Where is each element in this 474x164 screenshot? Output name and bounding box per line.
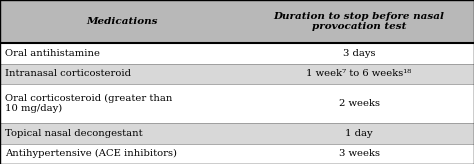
Text: Antihypertensive (ACE inhibitors): Antihypertensive (ACE inhibitors)	[5, 149, 177, 158]
Bar	[0, 123, 474, 144]
Text: Duration to stop before nasal
provocation test: Duration to stop before nasal provocatio…	[273, 12, 445, 31]
Text: 1 day: 1 day	[345, 129, 373, 138]
Text: Oral antihistamine: Oral antihistamine	[5, 49, 100, 58]
Text: Intranasal corticosteroid: Intranasal corticosteroid	[5, 69, 131, 78]
Bar	[0, 84, 474, 123]
Text: Topical nasal decongestant: Topical nasal decongestant	[5, 129, 142, 138]
Bar	[0, 63, 474, 84]
Bar	[0, 144, 474, 164]
Bar	[0, 0, 474, 43]
Text: 1 week⁷ to 6 weeks¹⁸: 1 week⁷ to 6 weeks¹⁸	[306, 69, 412, 78]
Text: Medications: Medications	[86, 17, 158, 26]
Text: 3 days: 3 days	[343, 49, 375, 58]
Text: 2 weeks: 2 weeks	[338, 99, 380, 108]
Text: 3 weeks: 3 weeks	[338, 149, 380, 158]
Bar	[0, 43, 474, 63]
Text: Oral corticosteroid (greater than
10 mg/day): Oral corticosteroid (greater than 10 mg/…	[5, 94, 172, 113]
